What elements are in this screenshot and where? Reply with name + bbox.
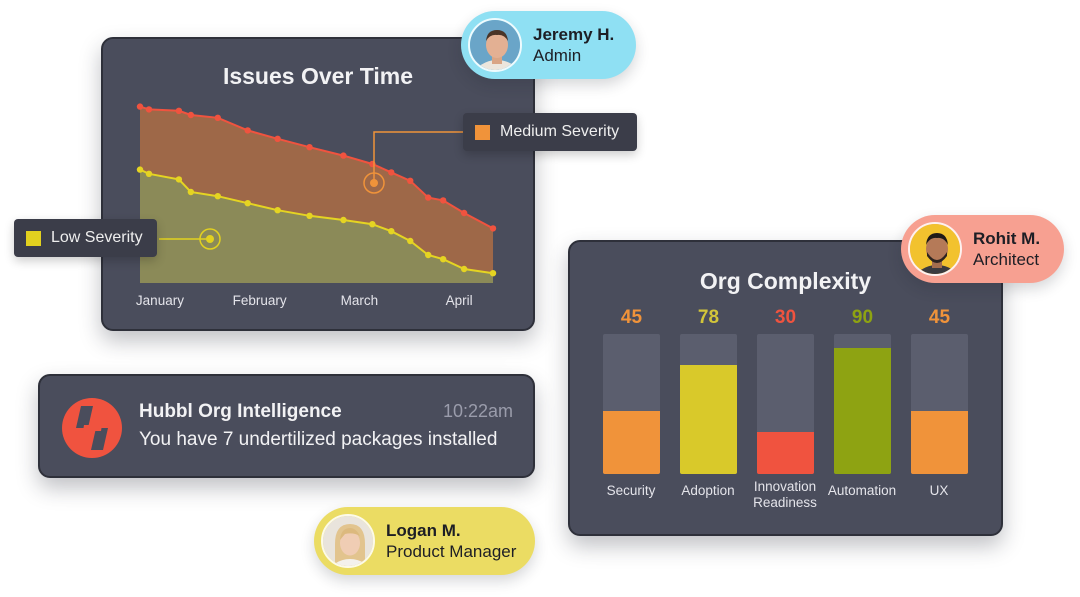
medium-severity-point: [306, 144, 313, 151]
persona-name: Jeremy H.: [533, 25, 615, 44]
medium-severity-area: [140, 106, 494, 274]
medium-severity-point: [407, 177, 414, 184]
persona-role: Admin: [533, 46, 582, 65]
x-tick-label: March: [341, 293, 379, 308]
low-severity-point: [424, 251, 432, 259]
bar-fill: [757, 432, 814, 474]
legend-medium-label: Medium Severity: [500, 123, 620, 140]
bar-fill: [834, 348, 891, 474]
low-callout-ring: [199, 228, 221, 250]
bar-track: [603, 334, 660, 474]
medium-severity-line: [139, 105, 494, 230]
low-severity-point: [369, 221, 376, 228]
x-tick-label: January: [136, 293, 184, 308]
notification-title: Hubbl Org Intelligence: [139, 401, 342, 422]
low-severity-point: [145, 170, 153, 177]
bar-track: [757, 334, 814, 474]
bar-value-label: 45: [928, 307, 951, 328]
low-callout-dot: [206, 235, 214, 243]
medium-severity-point: [214, 114, 221, 122]
issues-chart-title: Issues Over Time: [222, 63, 414, 89]
avatar-icon: [468, 18, 522, 72]
bar-category-label: UX: [929, 483, 949, 498]
avatar-icon: [908, 222, 962, 276]
persona-role: Product Manager: [386, 542, 517, 561]
bar-category-label: Adoption: [681, 483, 735, 498]
bar-fill: [680, 364, 737, 474]
low-severity-point: [136, 166, 144, 173]
low-severity-point: [306, 212, 313, 219]
bar-fill: [603, 411, 660, 474]
medium-severity-point: [136, 103, 144, 110]
low-severity-point: [340, 216, 347, 224]
persona-role: Architect: [973, 250, 1040, 269]
low-severity-point: [244, 200, 251, 207]
medium-callout-ring: [363, 172, 385, 194]
legend-low-severity: Low Severity: [14, 219, 157, 257]
medium-severity-point: [274, 135, 281, 142]
low-severity-line: [139, 168, 494, 275]
persona-rohit: Rohit M. Architect: [901, 215, 1064, 283]
bar-value-label: 30: [774, 307, 797, 328]
medium-severity-point: [175, 107, 183, 115]
persona-jeremy: Jeremy H. Admin: [461, 11, 636, 79]
avatar-icon: [321, 514, 375, 568]
bar-track: [911, 334, 968, 474]
medium-severity-point: [424, 194, 432, 201]
bar-category-label: Innovation Readiness: [753, 479, 817, 510]
bar-track: [834, 334, 891, 474]
medium-callout-line: [373, 131, 465, 183]
low-severity-swatch: [26, 230, 41, 246]
medium-severity-point: [145, 106, 153, 113]
bar-track: [680, 334, 737, 474]
medium-severity-point: [187, 111, 195, 119]
bar-value-label: 78: [697, 307, 720, 328]
notification-time: 10:22am: [442, 401, 513, 421]
issues-chart: January February March April: [136, 103, 497, 308]
medium-severity-point: [439, 197, 447, 204]
low-severity-point: [460, 265, 468, 273]
bar-category-label: Automation: [827, 483, 897, 498]
persona-logan: Logan M. Product Manager: [314, 507, 535, 575]
bar-fill: [911, 411, 968, 474]
low-severity-area: [140, 169, 494, 283]
hubbl-logo-icon: [62, 398, 122, 458]
medium-severity-point: [388, 169, 395, 176]
legend-medium-severity: Medium Severity: [463, 113, 637, 151]
org-complexity-card: Org Complexity 45 Security 78 Adoption 30 Inn…: [568, 240, 1003, 536]
low-severity-point: [274, 207, 281, 214]
low-severity-point: [388, 228, 395, 235]
notification-message: You have 7 undertilized packages install…: [139, 429, 498, 450]
medium-severity-point: [489, 225, 497, 232]
issues-over-time-card: Issues Over Time January February March Apr…: [101, 37, 535, 331]
medium-severity-point: [340, 152, 347, 159]
bar-value-label: 45: [620, 307, 643, 328]
persona-name: Logan M.: [386, 521, 461, 540]
low-severity-point: [407, 237, 414, 245]
x-tick-label: April: [446, 293, 473, 308]
low-severity-point: [489, 270, 497, 277]
bar-category-label: Security: [606, 483, 656, 498]
medium-severity-point: [244, 127, 251, 134]
low-severity-point: [439, 256, 447, 263]
legend-low-label: Low Severity: [51, 229, 143, 246]
low-severity-point: [214, 193, 221, 200]
persona-name: Rohit M.: [973, 229, 1041, 248]
low-severity-point: [175, 176, 183, 183]
bar-value-label: 90: [851, 307, 874, 328]
x-tick-label: February: [233, 293, 287, 308]
org-complexity-title: Org Complexity: [699, 268, 872, 294]
medium-callout-dot: [370, 179, 378, 187]
notification-card[interactable]: Hubbl Org Intelligence 10:22am You have …: [38, 374, 535, 478]
medium-severity-swatch: [475, 124, 490, 140]
medium-severity-point: [460, 209, 468, 217]
low-severity-point: [187, 188, 195, 196]
